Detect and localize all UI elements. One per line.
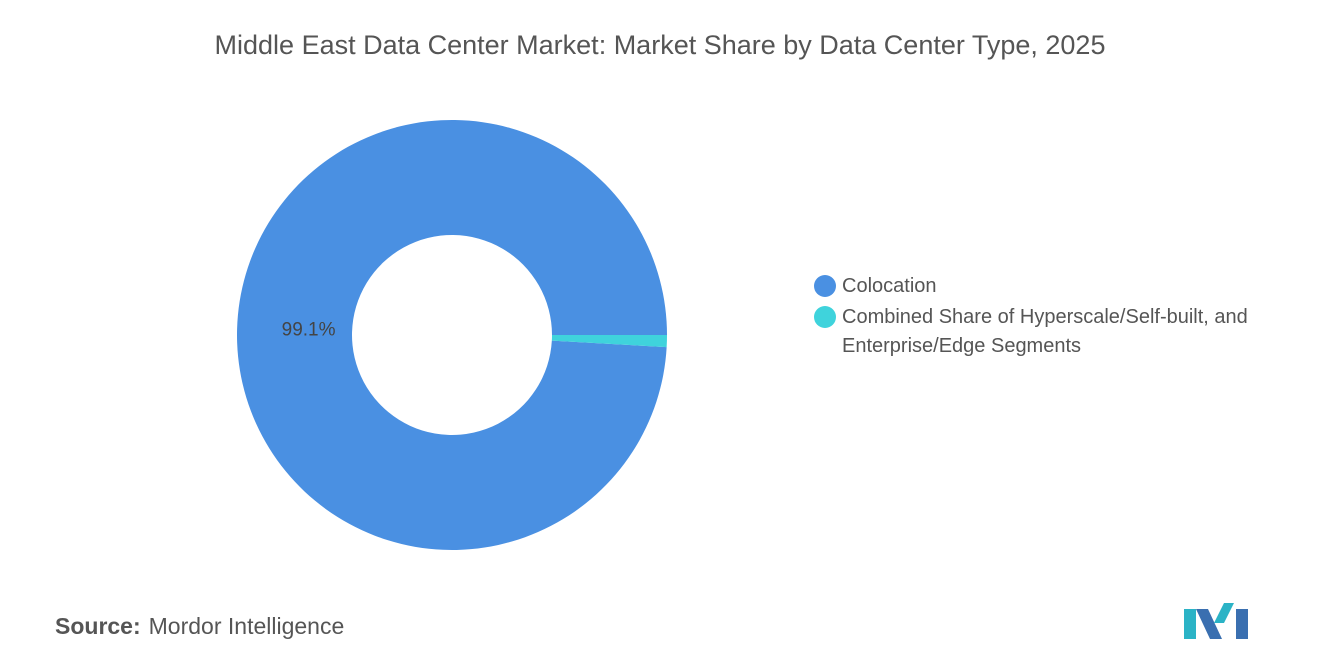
slice [551, 335, 667, 348]
logo-part [1236, 609, 1248, 639]
data-label: 99.1% [282, 320, 336, 341]
logo [1184, 603, 1248, 639]
logo-part [1214, 603, 1234, 623]
legend-item: Colocation [812, 272, 1252, 301]
source: Source: Mordor Intelligence [55, 613, 344, 640]
legend-item: Combined Share of Hyperscale/Self-built,… [812, 303, 1252, 361]
logo-part [1196, 609, 1222, 639]
slice [237, 119, 668, 550]
legend-swatch [814, 306, 836, 328]
chart-title: Middle East Data Center Market: Market S… [214, 30, 1106, 60]
source-text: Mordor Intelligence [148, 613, 345, 639]
legend: Colocation Combined Share of Hyperscale/S… [812, 272, 1252, 363]
legend-swatch [814, 275, 836, 297]
logo-part [1184, 609, 1196, 639]
legend-label: Colocation [842, 275, 937, 297]
legend-label: Combined Share of Hyperscale/Self-built,… [842, 306, 1248, 357]
source-label: Source: [55, 613, 141, 639]
